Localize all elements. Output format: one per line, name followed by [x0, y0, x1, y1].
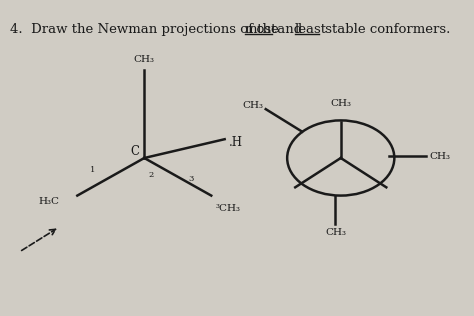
Text: stable conformers.: stable conformers.	[321, 23, 450, 36]
Text: CH₃: CH₃	[325, 228, 346, 237]
Text: CH₃: CH₃	[134, 55, 155, 64]
Text: 2: 2	[149, 171, 154, 179]
Text: most: most	[245, 23, 277, 36]
Text: least: least	[295, 23, 327, 36]
Text: 1: 1	[90, 166, 95, 174]
Text: CH₃: CH₃	[330, 99, 351, 108]
Text: CH₃: CH₃	[242, 101, 263, 110]
Text: ³CH₃: ³CH₃	[216, 204, 241, 213]
Text: CH₃: CH₃	[429, 152, 450, 161]
Text: C: C	[131, 145, 140, 158]
Text: 4.  Draw the Newman projections of the: 4. Draw the Newman projections of the	[10, 23, 283, 36]
Text: H₃C: H₃C	[38, 198, 59, 206]
Text: and: and	[273, 23, 306, 36]
Text: .H: .H	[229, 136, 243, 149]
Text: 3: 3	[188, 175, 193, 183]
